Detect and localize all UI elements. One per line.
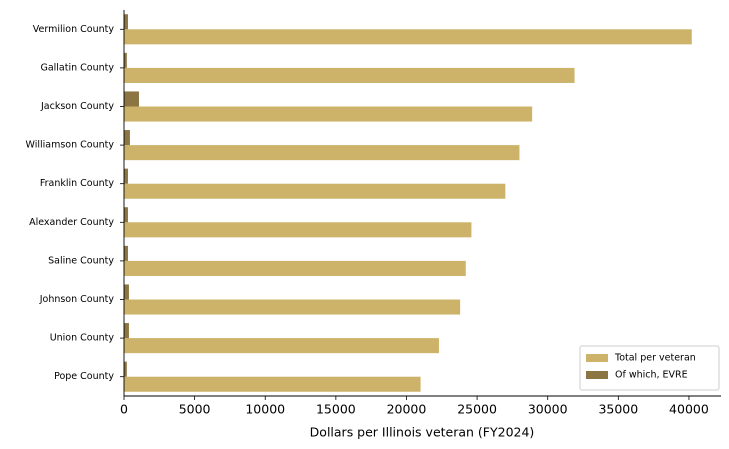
x-tick-label: 40000	[669, 402, 709, 417]
bar	[124, 106, 533, 122]
legend-swatch	[586, 371, 608, 379]
bar	[124, 245, 128, 261]
x-tick-label: 15000	[316, 402, 356, 417]
bar	[124, 14, 128, 30]
bar	[124, 183, 506, 199]
y-tick-label: Jackson County	[40, 101, 114, 112]
x-tick-label: 5000	[179, 402, 211, 417]
x-tick-label: 30000	[528, 402, 568, 417]
legend-swatch	[586, 354, 608, 362]
bar	[124, 222, 472, 238]
y-tick-label: Gallatin County	[40, 62, 114, 73]
legend-label: Total per veteran	[614, 353, 696, 364]
x-tick-label: 20000	[387, 402, 427, 417]
y-tick-label: Johnson County	[39, 294, 115, 305]
x-tick-label: 10000	[245, 402, 285, 417]
bar	[124, 52, 127, 68]
bar	[124, 284, 129, 300]
y-tick-label: Franklin County	[40, 178, 115, 189]
legend-box	[579, 345, 720, 391]
bar	[124, 145, 520, 161]
y-tick-label: Union County	[50, 333, 115, 344]
bar	[124, 323, 129, 339]
y-tick-label: Saline County	[48, 255, 114, 266]
y-tick-label: Alexander County	[29, 217, 114, 228]
bar	[124, 376, 421, 392]
bar	[124, 260, 466, 276]
bar	[124, 299, 461, 315]
bar	[124, 91, 139, 107]
y-tick-label: Vermilion County	[33, 24, 115, 35]
bar	[124, 361, 127, 377]
legend-label: Of which, EVRE	[615, 370, 688, 381]
bar	[124, 168, 128, 184]
y-tick-label: Williamson County	[26, 140, 115, 151]
bar	[124, 130, 130, 146]
x-axis-label: Dollars per Illinois veteran (FY2024)	[310, 425, 535, 440]
bar	[124, 29, 692, 45]
x-tick-label: 0	[120, 402, 128, 417]
bar	[124, 207, 128, 223]
bar	[124, 67, 575, 83]
y-tick-label: Pope County	[54, 371, 114, 382]
bar	[124, 338, 439, 354]
x-tick-label: 35000	[598, 402, 638, 417]
x-tick-label: 25000	[457, 402, 497, 417]
